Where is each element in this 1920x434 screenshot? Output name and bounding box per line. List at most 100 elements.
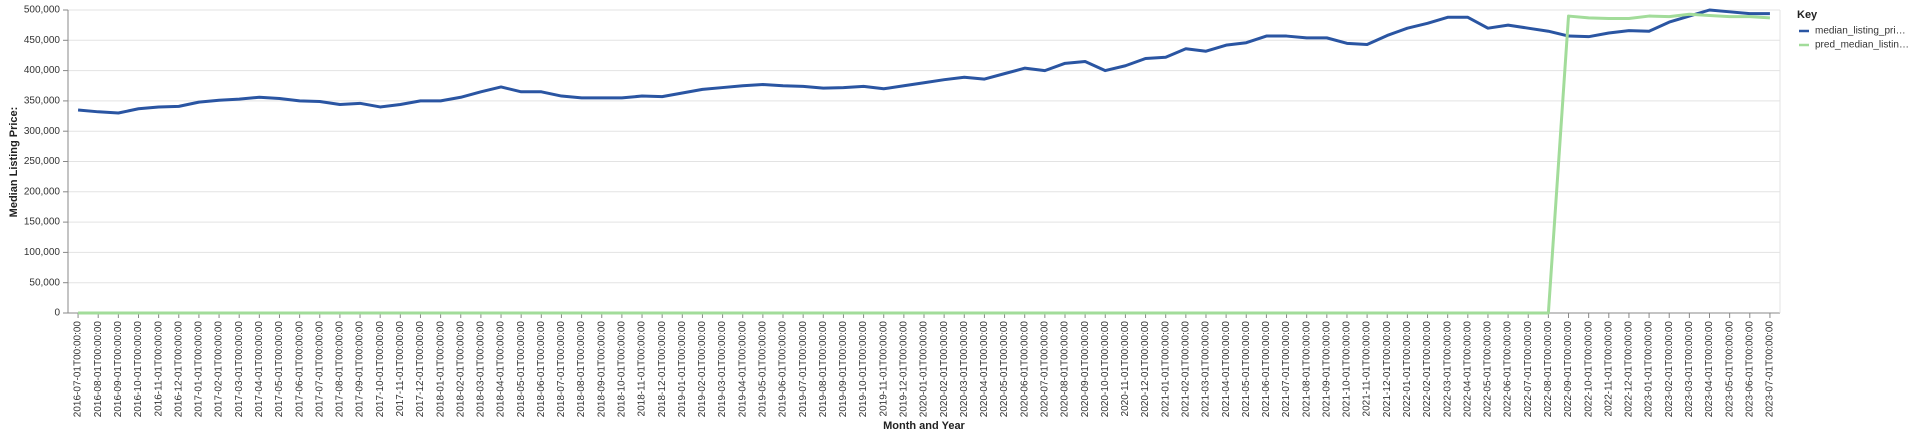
x-tick-label: 2022-11-01T00:00:00	[1603, 321, 1614, 417]
x-tick-label: 2018-06-01T00:00:00	[536, 321, 547, 418]
x-tick-label: 2022-08-01T00:00:00	[1543, 321, 1554, 418]
x-tick-label: 2023-01-01T00:00:00	[1644, 321, 1655, 418]
x-tick-label: 2019-04-01T00:00:00	[737, 321, 748, 418]
y-tick-label: 400,000	[24, 65, 61, 76]
legend-title: Key	[1797, 9, 1818, 21]
x-tick-label: 2023-02-01T00:00:00	[1664, 321, 1675, 418]
x-tick-label: 2021-06-01T00:00:00	[1261, 321, 1272, 418]
x-tick-label: 2019-07-01T00:00:00	[798, 321, 809, 418]
x-tick-label: 2018-07-01T00:00:00	[556, 321, 567, 418]
x-tick-label: 2021-08-01T00:00:00	[1301, 321, 1312, 418]
x-tick-label: 2022-07-01T00:00:00	[1523, 321, 1534, 418]
y-tick-label: 0	[54, 308, 60, 319]
x-tick-label: 2017-12-01T00:00:00	[415, 321, 426, 418]
x-tick-label: 2017-03-01T00:00:00	[234, 321, 245, 418]
x-tick-label: 2021-11-01T00:00:00	[1362, 321, 1373, 417]
x-tick-label: 2020-01-01T00:00:00	[919, 321, 930, 418]
x-tick-label: 2017-01-01T00:00:00	[194, 321, 205, 418]
x-tick-label: 2017-08-01T00:00:00	[335, 321, 346, 418]
x-tick-label: 2020-12-01T00:00:00	[1140, 321, 1151, 418]
x-axis-title: Month and Year	[883, 420, 965, 432]
x-tick-label: 2021-02-01T00:00:00	[1180, 321, 1191, 418]
legend-label: median_listing_pri…	[1815, 26, 1906, 37]
x-tick-label: 2021-12-01T00:00:00	[1382, 321, 1393, 418]
x-tick-label: 2019-05-01T00:00:00	[758, 321, 769, 418]
x-tick-label: 2022-05-01T00:00:00	[1483, 321, 1494, 418]
x-tick-label: 2023-03-01T00:00:00	[1684, 321, 1695, 418]
x-tick-label: 2016-11-01T00:00:00	[153, 321, 164, 417]
x-tick-label: 2021-07-01T00:00:00	[1281, 321, 1292, 418]
x-tick-label: 2022-04-01T00:00:00	[1462, 321, 1473, 418]
x-tick-label: 2019-09-01T00:00:00	[838, 321, 849, 418]
x-tick-label: 2016-12-01T00:00:00	[173, 321, 184, 418]
x-tick-label: 2022-01-01T00:00:00	[1402, 321, 1413, 418]
x-tick-label: 2017-10-01T00:00:00	[375, 321, 386, 418]
x-tick-label: 2020-07-01T00:00:00	[1039, 321, 1050, 418]
x-tick-label: 2019-08-01T00:00:00	[818, 321, 829, 418]
x-tick-label: 2020-11-01T00:00:00	[1120, 321, 1131, 417]
x-tick-label: 2019-02-01T00:00:00	[697, 321, 708, 418]
y-axis-title: Median Listing Price:	[8, 107, 20, 218]
x-tick-label: 2022-09-01T00:00:00	[1563, 321, 1574, 418]
y-tick-label: 350,000	[24, 96, 61, 107]
x-tick-label: 2017-06-01T00:00:00	[294, 321, 305, 418]
x-tick-label: 2018-04-01T00:00:00	[496, 321, 507, 418]
x-tick-label: 2022-10-01T00:00:00	[1583, 321, 1594, 418]
x-tick-label: 2017-09-01T00:00:00	[355, 321, 366, 418]
x-tick-label: 2023-07-01T00:00:00	[1765, 321, 1776, 418]
x-tick-label: 2021-10-01T00:00:00	[1342, 321, 1353, 418]
x-tick-label: 2020-04-01T00:00:00	[979, 321, 990, 418]
x-tick-label: 2016-09-01T00:00:00	[113, 321, 124, 418]
series-line	[77, 8, 1770, 115]
x-tick-label: 2021-03-01T00:00:00	[1201, 321, 1212, 418]
x-tick-label: 2018-01-01T00:00:00	[435, 321, 446, 418]
x-tick-label: 2020-02-01T00:00:00	[939, 321, 950, 418]
x-tick-label: 2023-04-01T00:00:00	[1704, 321, 1715, 418]
x-tick-label: 2019-01-01T00:00:00	[677, 321, 688, 418]
y-tick-label: 50,000	[29, 277, 60, 288]
legend-label: pred_median_listin…	[1815, 40, 1909, 51]
x-tick-label: 2018-03-01T00:00:00	[476, 321, 487, 418]
x-tick-label: 2021-05-01T00:00:00	[1241, 321, 1252, 418]
x-tick-label: 2022-12-01T00:00:00	[1624, 321, 1635, 418]
y-tick-label: 300,000	[24, 126, 61, 137]
x-tick-label: 2020-03-01T00:00:00	[959, 321, 970, 418]
x-tick-label: 2022-03-01T00:00:00	[1442, 321, 1453, 418]
y-tick-label: 500,000	[24, 5, 61, 16]
x-tick-label: 2023-05-01T00:00:00	[1724, 321, 1735, 418]
x-tick-label: 2020-09-01T00:00:00	[1080, 321, 1091, 418]
x-tick-label: 2020-05-01T00:00:00	[999, 321, 1010, 418]
series-line	[78, 12, 1771, 315]
y-tick-label: 250,000	[24, 156, 61, 167]
x-tick-label: 2022-06-01T00:00:00	[1503, 321, 1514, 418]
x-tick-label: 2021-04-01T00:00:00	[1221, 321, 1232, 418]
x-tick-label: 2016-08-01T00:00:00	[93, 321, 104, 418]
x-tick-label: 2018-09-01T00:00:00	[596, 321, 607, 418]
x-tick-label: 2019-06-01T00:00:00	[778, 321, 789, 418]
x-tick-label: 2022-02-01T00:00:00	[1422, 321, 1433, 418]
x-tick-label: 2018-10-01T00:00:00	[617, 321, 628, 418]
y-tick-label: 100,000	[24, 247, 61, 258]
x-tick-label: 2018-12-01T00:00:00	[657, 321, 668, 418]
x-tick-label: 2023-06-01T00:00:00	[1744, 321, 1755, 418]
x-tick-label: 2016-10-01T00:00:00	[133, 321, 144, 418]
x-tick-label: 2016-07-01T00:00:00	[73, 321, 84, 418]
x-tick-label: 2020-06-01T00:00:00	[1019, 321, 1030, 418]
x-tick-label: 2018-05-01T00:00:00	[516, 321, 527, 418]
x-tick-label: 2018-11-01T00:00:00	[637, 321, 648, 417]
y-tick-label: 200,000	[24, 186, 61, 197]
y-tick-label: 450,000	[24, 35, 61, 46]
x-tick-label: 2019-10-01T00:00:00	[858, 321, 869, 418]
x-tick-label: 2018-08-01T00:00:00	[576, 321, 587, 418]
x-tick-label: 2019-12-01T00:00:00	[898, 321, 909, 418]
x-tick-label: 2019-03-01T00:00:00	[717, 321, 728, 418]
x-tick-label: 2019-11-01T00:00:00	[878, 321, 889, 417]
x-tick-label: 2018-02-01T00:00:00	[455, 321, 466, 418]
x-tick-label: 2017-05-01T00:00:00	[274, 321, 285, 418]
x-tick-label: 2020-08-01T00:00:00	[1060, 321, 1071, 418]
y-tick-label: 150,000	[24, 217, 61, 228]
x-tick-label: 2021-09-01T00:00:00	[1321, 321, 1332, 418]
x-tick-label: 2017-04-01T00:00:00	[254, 321, 265, 418]
x-tick-label: 2017-02-01T00:00:00	[214, 321, 225, 418]
